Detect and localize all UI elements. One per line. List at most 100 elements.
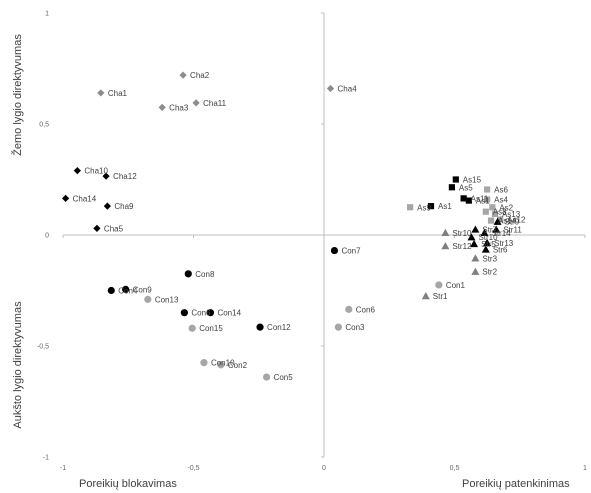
point-label-con4: Con4	[118, 287, 138, 296]
data-point-con6	[345, 305, 353, 313]
data-point-as8	[482, 208, 489, 215]
axes	[62, 12, 586, 458]
point-label-cha5: Cha5	[104, 224, 124, 233]
y-axis-label-top: Žemo lygio direktyvumas	[11, 34, 24, 156]
tick-labels: -1 -0,5 0 0,5 1 1 0,5 0 -0,5 -1	[37, 11, 587, 473]
data-point-as13	[491, 210, 499, 218]
data-point-as9	[407, 204, 414, 211]
point-label-con7: Con7	[341, 247, 361, 256]
point-label-str9: Str9	[505, 218, 520, 227]
point-label-cha3: Cha3	[169, 103, 189, 112]
point-label-cha2: Cha2	[190, 71, 210, 80]
data-point-cha1	[97, 89, 105, 97]
data-point-cha3	[158, 103, 166, 111]
point-label-con13: Con13	[155, 295, 179, 304]
point-label-str10: Str10	[452, 229, 472, 238]
data-point-cha4	[326, 84, 335, 93]
x-tick-label: -1	[60, 465, 66, 472]
data-point-str1	[421, 292, 430, 300]
data-point-str9	[493, 217, 502, 225]
point-label-as14: As14	[498, 217, 517, 226]
data-point-con14	[206, 309, 215, 317]
data-point-con15	[188, 324, 196, 332]
data-point-con5	[262, 373, 271, 381]
data-point-as12	[497, 216, 504, 223]
point-label-str7: Str7	[482, 225, 497, 234]
data-point-con3	[334, 323, 342, 331]
point-label-cha12: Cha12	[113, 172, 137, 181]
point-label-as15: As15	[463, 176, 482, 185]
point-label-as11: As11	[471, 194, 489, 203]
data-point-cha14	[62, 194, 70, 202]
data-point-cha11	[192, 99, 200, 107]
data-point-as1	[465, 197, 472, 204]
point-label-con3: Con3	[345, 323, 365, 332]
y-axis-label-bottom: Aukšto lygio direktyvumas	[12, 301, 24, 429]
data-point-cha2	[179, 71, 187, 79]
point-label-str2: Str2	[482, 268, 497, 277]
point-label-cha10: Cha10	[84, 167, 108, 176]
point-label-str5: Str5	[481, 240, 496, 249]
data-point-con1	[435, 281, 443, 289]
data-point-as5	[448, 184, 455, 191]
data-point-as1	[427, 203, 435, 210]
point-label-cha4: Cha4	[338, 84, 358, 93]
data-point-str13	[483, 238, 492, 246]
data-point-as14	[487, 217, 495, 224]
data-point-con6	[180, 309, 188, 317]
x-tick-label: -0,5	[187, 465, 199, 472]
point-label-cha9: Cha9	[114, 202, 134, 211]
data-point-str5	[470, 239, 479, 248]
x-tick-label: 0,5	[450, 465, 460, 472]
x-axis-label-left: Poreikių blokavimas	[79, 478, 177, 490]
point-label-as1: As1	[438, 202, 452, 211]
data-point-con9	[122, 285, 130, 293]
point-label-cha14: Cha14	[73, 194, 97, 203]
data-point-as15	[452, 176, 459, 183]
data-point-cha9	[103, 202, 111, 210]
data-point-str7	[471, 225, 480, 233]
y-tick-label: 0	[45, 233, 49, 240]
data-point-str10	[441, 228, 450, 236]
point-label-str6: Str6	[493, 245, 508, 254]
data-point-as2	[489, 204, 496, 211]
data-point-as6	[484, 186, 491, 193]
point-label-as8: As8	[493, 208, 507, 217]
data-point-con7	[330, 246, 339, 255]
data-point-str11	[492, 225, 501, 233]
data-points	[62, 71, 504, 381]
y-tick-label: 1	[45, 11, 49, 18]
data-point-cha5	[93, 224, 101, 232]
point-label-con6: Con6	[191, 309, 211, 318]
point-label-con2: Con2	[228, 361, 248, 370]
point-label-str3: Str3	[482, 254, 497, 263]
point-label-cha11: Cha11	[203, 99, 227, 108]
point-label-str1: Str1	[433, 292, 448, 301]
data-point-con10	[200, 359, 208, 367]
data-point-str12	[441, 242, 450, 250]
data-point-con4	[107, 286, 115, 295]
point-label-as1: As1	[476, 197, 490, 206]
data-point-con2	[217, 361, 225, 369]
data-point-con13	[144, 295, 152, 303]
point-label-as13: As13	[502, 210, 521, 219]
data-point-as4	[484, 196, 491, 203]
data-point-cha10	[73, 167, 81, 175]
point-label-as9: As9	[417, 203, 431, 212]
point-label-con12: Con12	[267, 323, 291, 332]
point-label-str11: Str11	[503, 225, 522, 234]
point-label-con8: Con8	[195, 270, 215, 279]
point-label-as6: As6	[494, 185, 508, 194]
y-tick-label: -1	[43, 455, 49, 462]
point-label-as5: As5	[459, 183, 473, 192]
data-point-cha12	[102, 172, 110, 180]
data-point-con8	[184, 270, 192, 278]
point-label-str10: Str10	[478, 233, 498, 242]
point-label-as2: As2	[499, 203, 513, 212]
y-tick-label: -0,5	[37, 344, 49, 351]
x-axis-label-right: Poreikių patenkinimas	[462, 478, 570, 490]
point-labels: Cha1 Cha2 Cha3 Cha11 Cha4 Cha10 Cha12 Cha14 Cha9…	[73, 71, 526, 382]
data-point-con12	[256, 323, 264, 331]
point-label-con5: Con5	[274, 373, 294, 382]
